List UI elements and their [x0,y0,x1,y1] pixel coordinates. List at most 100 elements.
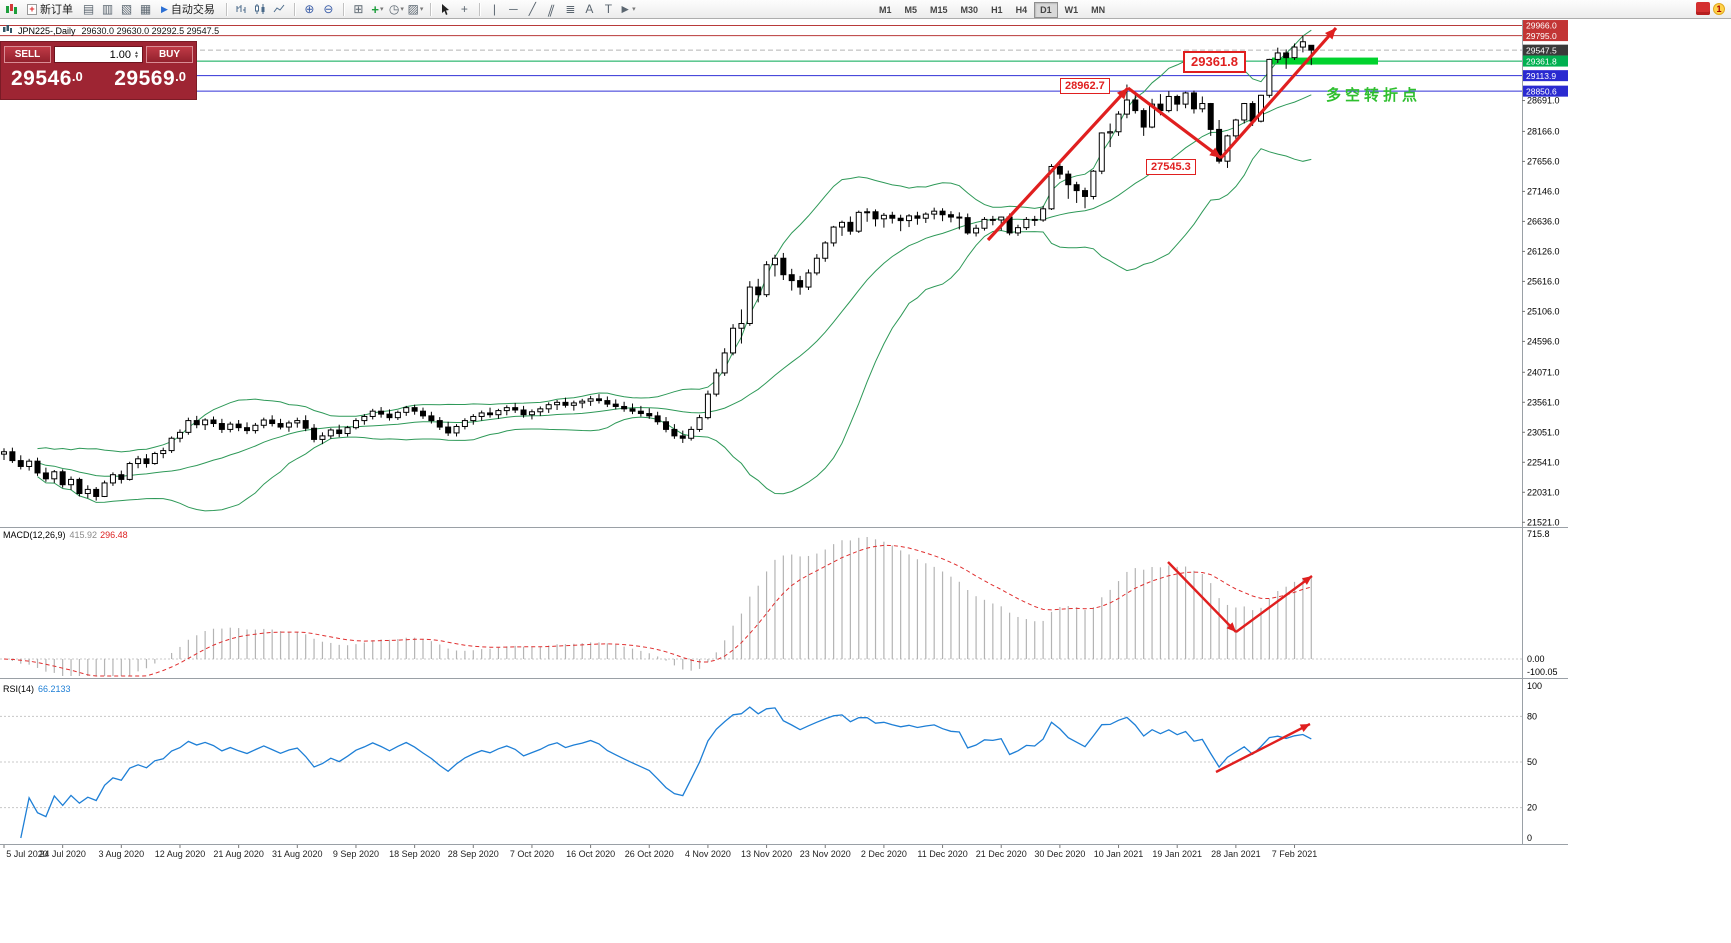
svg-text:23561.0: 23561.0 [1527,397,1560,407]
label-tool-icon[interactable]: T [604,2,613,16]
horizontal-line-tool-icon[interactable]: ─ [509,2,518,16]
svg-text:100: 100 [1527,681,1542,691]
candlestick-type-icon[interactable] [252,2,269,17]
toolbar-separator [478,2,480,16]
indicators-plus-icon: + [371,1,379,17]
timeframe-bar: M1 M5 M15 M30 H1 H4 D1 W1 MN [873,2,1111,18]
line-chart-type-icon[interactable] [271,2,288,17]
svg-text:28 Sep 2020: 28 Sep 2020 [448,849,499,859]
svg-text:21 Aug 2020: 21 Aug 2020 [213,849,264,859]
svg-text:24071.0: 24071.0 [1527,367,1560,377]
trend-arrows [986,26,1338,774]
toolbar-separator [225,2,227,16]
timeframe-button-h4[interactable]: H4 [1015,5,1028,15]
chevron-down-icon: ▾ [419,5,424,13]
svg-text:25106.0: 25106.0 [1527,306,1560,316]
timeframe-button-w1[interactable]: W1 [1064,5,1079,15]
timeframe-button-m30[interactable]: M30 [960,5,979,15]
svg-text:23 Nov 2020: 23 Nov 2020 [800,849,851,859]
timeframe-button-m5[interactable]: M5 [904,5,918,15]
volume-up-icon[interactable]: ▲ [134,49,139,56]
svg-text:31 Aug 2020: 31 Aug 2020 [272,849,323,859]
buy-button[interactable]: BUY [146,46,193,63]
support-zone-bar [1272,57,1378,65]
periods-button[interactable]: ◷ ▾ [388,2,405,17]
tile-windows-icon[interactable]: ⊞ [353,2,364,16]
svg-text:9 Sep 2020: 9 Sep 2020 [333,849,379,859]
ask-price[interactable]: 29569.0 [114,67,186,90]
svg-text:16 Oct 2020: 16 Oct 2020 [566,849,615,859]
cursor-icon[interactable] [437,2,454,17]
chart-window-icon[interactable] [3,2,20,17]
volume-input[interactable]: 1.00 ▲ ▼ [54,46,143,63]
svg-text:19 Jan 2021: 19 Jan 2021 [1152,849,1202,859]
notification-badge: 1 [1713,2,1725,15]
svg-text:28850.6: 28850.6 [1526,86,1557,96]
svg-text:24596.0: 24596.0 [1527,336,1560,346]
svg-text:29547.5: 29547.5 [1526,45,1557,55]
svg-text:12 Aug 2020: 12 Aug 2020 [155,849,206,859]
svg-text:2 Dec 2020: 2 Dec 2020 [861,849,907,859]
svg-text:26636.0: 26636.0 [1527,216,1560,226]
indicators-button[interactable]: + ▾ [369,2,386,17]
crosshair-icon[interactable]: + [460,2,468,16]
chevron-down-icon: ▾ [632,5,636,13]
zoom-out-icon[interactable]: ⊖ [323,2,334,16]
chevron-down-icon: ▾ [379,5,384,13]
timeframe-button-mn[interactable]: MN [1091,5,1106,15]
autotrading-label: 自动交易 [170,4,215,16]
svg-text:21 Dec 2020: 21 Dec 2020 [976,849,1027,859]
svg-text:0.00: 0.00 [1527,654,1545,664]
periods-clock-icon: ◷ [388,2,400,16]
sell-button[interactable]: SELL [4,46,51,63]
macd-histogram [11,537,1312,676]
svg-text:28 Jan 2021: 28 Jan 2021 [1211,849,1261,859]
data-window-icon[interactable]: ▥ [101,2,114,16]
svg-text:30 Dec 2020: 30 Dec 2020 [1034,849,1085,859]
shapes-tool-button[interactable]: ► ▾ [619,2,636,17]
svg-text:29795.0: 29795.0 [1526,31,1557,41]
main-toolbar: + 新订单 ▤ ▥ ▧ ▦ ▶ 自动交易 ⊕ ⊖ ⊞ + ▾ ◷ ▾ ▨ ▾ + | … [0,0,1731,19]
timeframe-button-m15[interactable]: M15 [930,5,948,15]
svg-text:27146.0: 27146.0 [1527,186,1560,196]
candlestick-series [1,35,1315,501]
autotrading-button[interactable]: ▶ 自动交易 [156,1,220,18]
terminal-icon[interactable]: ▦ [139,2,152,16]
svg-text:4 Nov 2020: 4 Nov 2020 [685,849,731,859]
trendline-tool-icon[interactable]: ╱ [528,2,537,16]
horizontal-lines [0,25,1522,92]
bar-chart-type-icon[interactable] [233,2,250,17]
new-order-icon: + [27,3,37,15]
svg-text:0: 0 [1527,833,1532,843]
price-axis: 28691.0 28166.0 27656.0 27146.0 26636.0 26126… [1522,20,1568,527]
timeframe-button-m1[interactable]: M1 [879,5,892,15]
fibonacci-tool-icon[interactable]: ≣ [565,2,576,16]
new-order-button[interactable]: + 新订单 [22,1,78,18]
svg-text:18 Sep 2020: 18 Sep 2020 [389,849,440,859]
svg-text:27656.0: 27656.0 [1527,156,1560,166]
timeframe-button-h1[interactable]: H1 [991,5,1003,15]
play-icon: ▶ [161,3,168,14]
volume-down-icon[interactable]: ▼ [134,53,139,60]
market-watch-icon[interactable]: ▤ [82,2,95,16]
macd-signal-line [3,544,1312,677]
templates-icon: ▨ [407,2,419,16]
timeframe-button-d1[interactable]: D1 [1034,2,1058,18]
chevron-down-icon: ▾ [400,5,404,13]
svg-text:24 Jul 2020: 24 Jul 2020 [39,849,86,859]
toolbar-separator [293,2,295,16]
templates-button[interactable]: ▨ ▾ [407,2,424,17]
toolbar-separator [429,2,431,16]
svg-text:13 Nov 2020: 13 Nov 2020 [741,849,792,859]
notification-icon[interactable] [1696,2,1710,15]
svg-text:715.8: 715.8 [1527,529,1550,539]
text-tool-icon[interactable]: A [585,2,594,16]
channel-tool-icon[interactable]: ∥ [546,2,557,16]
bid-price[interactable]: 29546.0 [11,67,83,90]
vertical-line-tool-icon[interactable]: | [492,2,496,16]
svg-text:21521.0: 21521.0 [1527,517,1560,527]
zoom-in-icon[interactable]: ⊕ [304,2,315,16]
navigator-icon[interactable]: ▧ [120,2,133,16]
